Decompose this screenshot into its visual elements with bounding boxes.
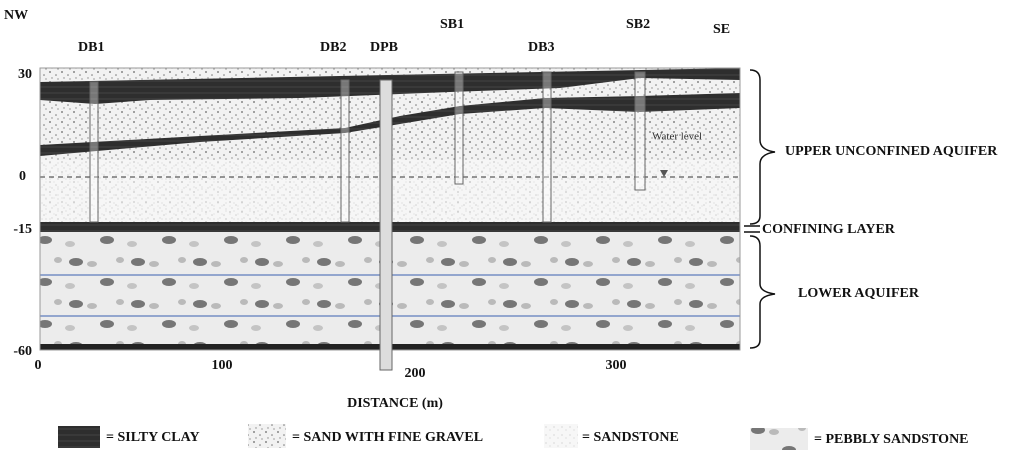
legend-swatch (248, 424, 286, 448)
y-tick-label: -60 (13, 344, 32, 359)
well-label: DB3 (528, 40, 554, 55)
legend-swatch (58, 426, 100, 448)
well (542, 71, 552, 223)
well (340, 79, 350, 223)
well-label: SB1 (440, 17, 464, 32)
well (454, 71, 464, 185)
x-tick-label: 0 (35, 358, 42, 373)
x-axis-label: DISTANCE (m) (347, 396, 443, 411)
zone-label: LOWER AQUIFER (798, 286, 920, 301)
well-label: DB1 (78, 40, 104, 55)
brace (749, 69, 776, 225)
zone-label: CONFINING LAYER (762, 222, 896, 237)
direction: SE (713, 22, 730, 37)
x-tick-label: 300 (606, 358, 627, 373)
y-tick-label: 30 (18, 67, 32, 82)
x-tick-label: 200 (405, 366, 426, 381)
y-tick-label: 0 (19, 169, 26, 184)
y-tick-label: -15 (13, 222, 32, 237)
brace (749, 235, 776, 349)
zone-label: UPPER UNCONFINED AQUIFER (785, 144, 998, 159)
legend-label: = SILTY CLAY (106, 430, 200, 445)
legend-swatch (544, 424, 578, 448)
direction: NW (4, 8, 28, 23)
legend-label: = SAND WITH FINE GRAVEL (292, 430, 483, 445)
well-label: DB2 (320, 40, 346, 55)
wells (89, 71, 646, 371)
well (89, 81, 99, 223)
water-level-marker (660, 170, 668, 177)
annotation: Water level (652, 131, 702, 143)
well-label: SB2 (626, 17, 650, 32)
brace (744, 225, 760, 233)
well (634, 71, 646, 191)
legend-swatch (750, 428, 808, 450)
well (379, 79, 393, 371)
legend-label: = PEBBLY SANDSTONE (814, 432, 969, 447)
legend-label: = SANDSTONE (582, 430, 679, 445)
x-tick-label: 100 (212, 358, 233, 373)
well-label: DPB (370, 40, 398, 55)
